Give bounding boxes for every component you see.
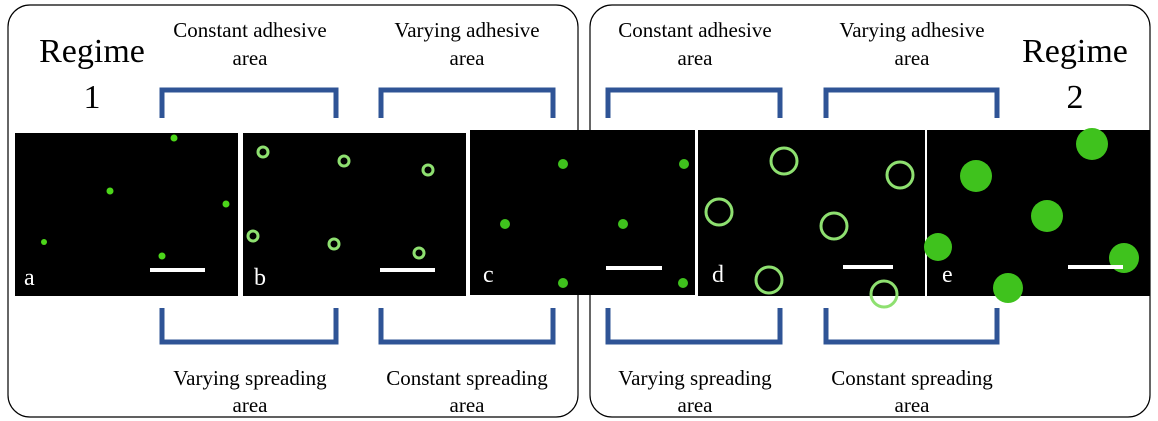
panel-letter: c xyxy=(483,262,494,288)
panel-c: c xyxy=(470,130,695,295)
panel-d: d xyxy=(698,130,925,307)
bottom-label: Constant spreading xyxy=(831,366,993,390)
bottom-label: area xyxy=(450,393,486,417)
bottom-label: Varying spreading xyxy=(618,366,772,390)
bottom-label: Varying spreading xyxy=(173,366,327,390)
bottom-bracket xyxy=(162,308,336,342)
top-bracket xyxy=(826,90,997,118)
panel-e: e xyxy=(924,128,1150,303)
top-bracket xyxy=(608,90,780,118)
figure: Regime 1 Regime 2 Constant adhesive area V… xyxy=(0,0,1158,421)
top-label: area xyxy=(678,46,714,70)
panel-letter: e xyxy=(942,262,953,288)
bottom-bracket xyxy=(608,308,780,342)
top-label: Varying adhesive xyxy=(394,18,539,42)
bottom-label: Constant spreading xyxy=(386,366,548,390)
bottom-bracket xyxy=(381,308,553,342)
top-bracket xyxy=(381,90,553,118)
regime-label: 1 xyxy=(84,79,101,116)
top-label: area xyxy=(450,46,486,70)
panel-b: b xyxy=(243,133,466,296)
top-label: area xyxy=(895,46,931,70)
panel-letter: d xyxy=(712,262,724,288)
bottom-label: area xyxy=(678,393,714,417)
top-label: Varying adhesive xyxy=(839,18,984,42)
top-label: area xyxy=(233,46,269,70)
top-bracket xyxy=(162,90,336,118)
bottom-label: area xyxy=(895,393,931,417)
top-label: Constant adhesive xyxy=(618,18,771,42)
bottom-bracket xyxy=(826,308,997,342)
panel-a: a xyxy=(15,133,238,296)
bottom-label: area xyxy=(233,393,269,417)
regime-label: 2 xyxy=(1067,79,1084,116)
top-label: Constant adhesive xyxy=(173,18,326,42)
panel-letter: b xyxy=(254,265,266,291)
panel-letter: a xyxy=(24,265,35,291)
regime-label: Regime xyxy=(1022,33,1128,70)
regime-label: Regime xyxy=(39,33,145,70)
